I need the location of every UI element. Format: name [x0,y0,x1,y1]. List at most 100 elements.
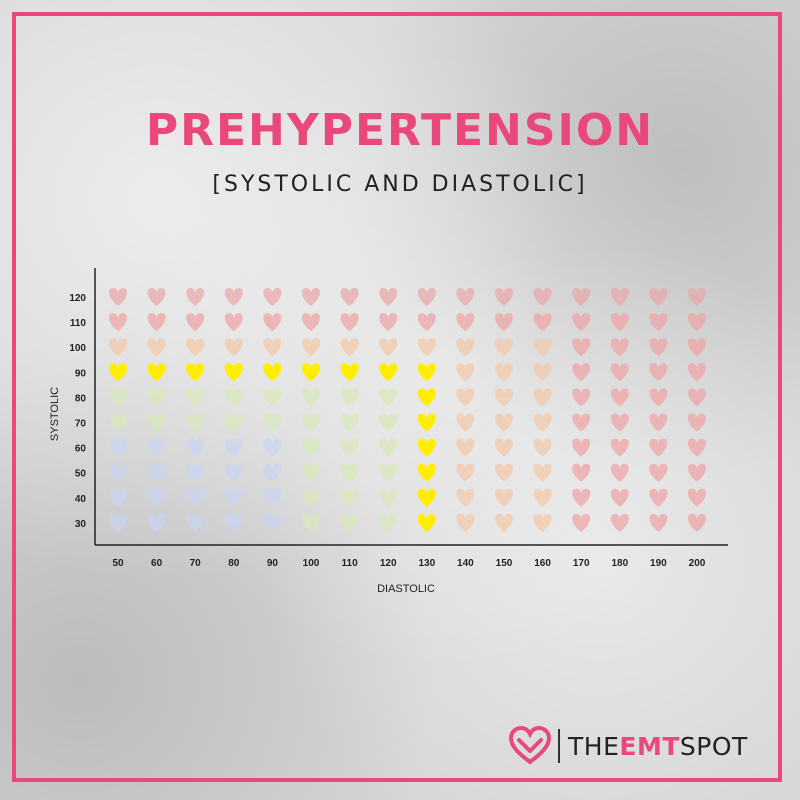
logo-text: THEEMTSPOT [568,732,748,761]
x-tick-160: 160 [534,558,551,569]
heart-170-100 [572,338,591,357]
heart-190-50 [649,463,668,482]
heart-90-80 [263,388,282,407]
heart-120-100 [379,338,398,357]
heart-100-30 [301,513,321,532]
heart-80-80 [224,388,243,407]
heart-70-110 [186,313,205,332]
x-tick-150: 150 [496,558,513,569]
heart-140-50 [456,463,475,482]
y-tick-50: 50 [75,469,87,480]
heart-120-50 [379,463,398,482]
heart-150-80 [494,388,514,407]
brand-logo: THEEMTSPOT [508,726,748,766]
heart-160-30 [533,513,552,532]
heart-160-80 [533,388,552,407]
heart-170-110 [572,313,591,332]
x-tick-100: 100 [303,558,320,569]
heart-200-60 [687,438,707,457]
heart-90-100 [263,338,282,357]
x-tick-50: 50 [112,558,124,569]
heart-50-40 [108,488,128,507]
heart-170-50 [572,463,591,482]
heart-180-110 [610,313,629,332]
heart-110-30 [340,513,359,532]
heart-70-50 [186,463,205,482]
y-tick-80: 80 [75,393,87,404]
highlighted-heart-80-90 [224,363,243,382]
heart-170-40 [572,488,591,507]
heart-80-110 [224,313,243,332]
heart-170-30 [572,513,591,532]
heart-130-120 [417,288,436,306]
heart-110-40 [340,488,359,507]
heart-120-80 [379,388,398,407]
heart-160-90 [533,363,552,382]
heart-180-30 [610,513,629,532]
heart-190-100 [649,338,668,357]
x-tick-labels: 50 60 70 80 90 100 110 120 130 140 150 160 170 180 190… [112,558,705,569]
heart-100-110 [301,313,321,332]
heart-90-120 [263,288,282,306]
heart-80-100 [224,338,243,357]
heart-100-50 [301,463,321,482]
heart-70-30 [186,513,205,532]
logo-divider [558,729,560,763]
highlighted-heart-70-90 [186,363,205,382]
y-tick-60: 60 [75,444,87,455]
x-axis-title: DIASTOLIC [377,583,435,595]
heart-200-40 [687,488,707,507]
heart-110-100 [340,338,359,357]
heart-70-70 [186,413,205,432]
highlighted-heart-130-60 [417,438,436,457]
heart-120-40 [379,488,398,507]
heart-160-50 [533,463,552,482]
highlighted-heart-120-90 [379,363,398,382]
heart-140-60 [456,438,475,457]
heart-marks [108,288,707,532]
heart-70-60 [186,438,205,457]
logo-text-emt: EMT [619,731,680,761]
heart-180-90 [610,363,629,382]
heart-120-120 [379,288,398,306]
heart-190-90 [649,363,668,382]
x-tick-60: 60 [151,558,163,569]
heart-120-70 [379,413,398,432]
heart-80-120 [224,288,243,306]
heart-200-90 [687,363,707,382]
heart-140-100 [456,338,475,357]
y-tick-120: 120 [69,293,86,304]
heart-170-70 [572,413,591,432]
y-tick-110: 110 [70,318,87,329]
x-tick-180: 180 [611,558,628,569]
page-subtitle: [SYSTOLIC AND DIASTOLIC] [212,172,588,197]
heart-70-40 [186,488,205,507]
heart-160-40 [533,488,552,507]
highlighted-heart-130-90 [417,363,436,382]
heart-150-120 [494,288,514,306]
heart-170-120 [572,288,591,306]
y-tick-30: 30 [75,519,87,530]
heart-180-60 [610,438,629,457]
heart-60-30 [147,513,166,532]
heart-150-30 [494,513,514,532]
heart-90-40 [263,488,282,507]
y-tick-90: 90 [75,368,87,379]
heart-150-60 [494,438,514,457]
heart-190-80 [649,388,668,407]
highlighted-heart-130-70 [417,413,436,432]
heart-outline-icon [508,726,552,765]
y-tick-labels: 30 40 50 60 70 80 90 100 110 120 [69,293,86,530]
heart-200-110 [687,313,707,332]
logo-text-the: THE [568,731,620,761]
heart-100-80 [301,388,321,407]
heart-190-120 [649,288,668,306]
y-tick-100: 100 [69,343,86,354]
heart-110-110 [340,313,359,332]
heart-80-30 [224,513,243,532]
heart-160-110 [533,313,552,332]
heart-50-50 [108,463,128,482]
highlighted-heart-90-90 [263,363,282,382]
heart-100-120 [301,288,321,306]
